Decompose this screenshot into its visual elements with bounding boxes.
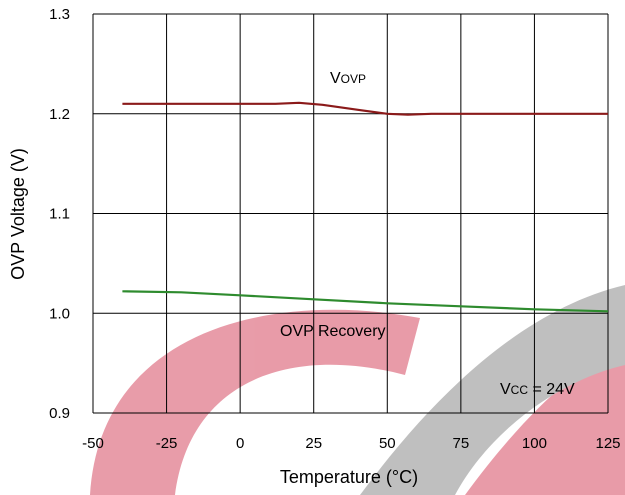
series-label-vovp-main: V [330,70,341,87]
y-tick-label: 1.3 [49,6,70,23]
x-tick-label: -25 [156,435,178,452]
y-tick-label: 0.9 [49,405,70,422]
x-tick-label: 50 [379,435,396,452]
y-tick-labels: 0.9 1.0 1.1 1.2 1.3 [49,6,70,422]
y-axis-title: OVP Voltage (V) [8,148,28,280]
vcc-annotation-sub: CC [511,383,529,397]
x-tick-label: 100 [522,435,547,452]
x-tick-label: 0 [236,435,244,452]
series-label-recovery: OVP Recovery [280,323,386,340]
series-line-ovp-recovery [122,290,609,313]
x-tick-labels: -50 -25 0 25 50 75 100 125 [82,435,620,452]
y-tick-label: 1.1 [49,206,70,223]
vcc-annotation: VCC = 24V [500,381,575,398]
vcc-annotation-suffix: = 24V [528,381,575,398]
x-tick-label: -50 [82,435,104,452]
x-tick-label: 125 [595,435,620,452]
series-lines [122,101,609,313]
series-label-vovp-sub: OVP [341,72,366,86]
watermark-graphic [90,285,625,495]
series-label-vovp: VOVP [330,70,366,87]
series-line-vovp [122,101,608,116]
y-tick-label: 1.0 [49,305,70,322]
x-tick-label: 75 [453,435,470,452]
x-axis-title: Temperature (°C) [280,467,418,487]
x-tick-label: 25 [305,435,322,452]
grid-lines [92,13,609,414]
vcc-annotation-main: V [500,381,511,398]
y-tick-label: 1.2 [49,106,70,123]
